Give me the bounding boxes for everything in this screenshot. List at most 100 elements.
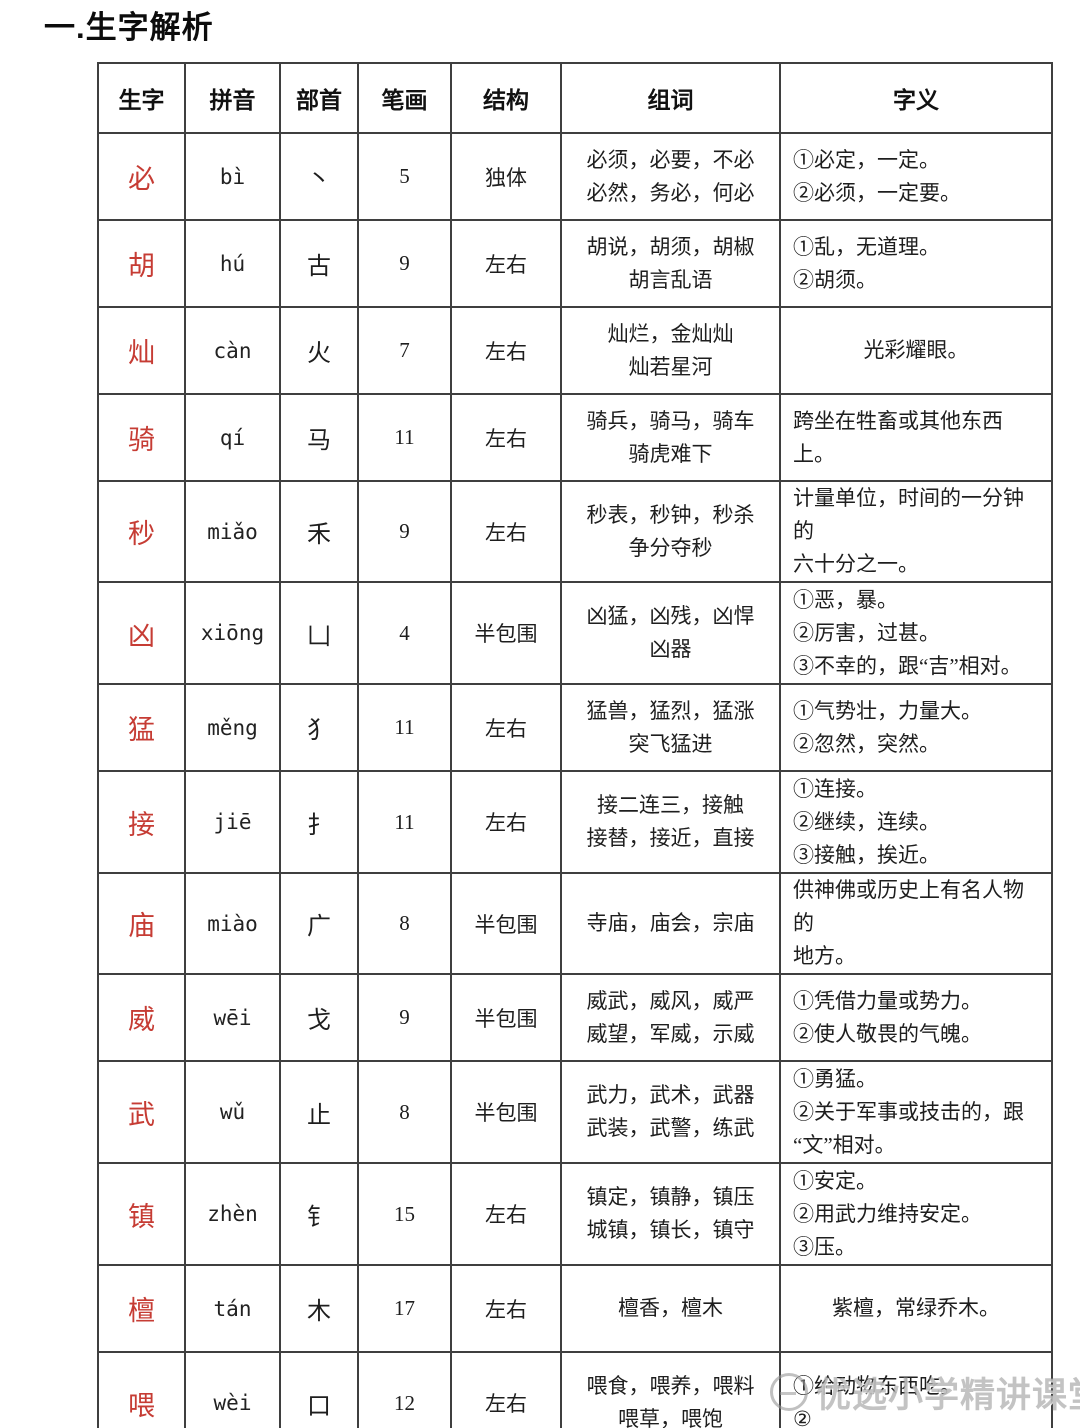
header-row: 生字 拼音 部首 笔画 结构 组词 字义 — [97, 62, 1053, 134]
cell-char: 檀 — [97, 1264, 186, 1353]
cell-radical: 凵 — [279, 581, 359, 685]
cell-words: 胡说，胡须，胡椒 胡言乱语 — [560, 219, 781, 308]
table-row: 庙 miào 广 8 半包围 寺庙，庙会，宗庙 供神佛或历史上有名人物的 地方。 — [97, 872, 1053, 975]
cell-char: 猛 — [97, 683, 186, 772]
cell-radical: 广 — [279, 872, 359, 975]
cell-radical: 止 — [279, 1060, 359, 1164]
cell-structure: 半包围 — [450, 872, 562, 975]
cell-pinyin: jiē — [184, 770, 281, 874]
cell-structure: 左右 — [450, 683, 562, 772]
cell-words: 镇定，镇静，镇压 城镇，镇长，镇守 — [560, 1162, 781, 1266]
cell-char: 必 — [97, 132, 186, 221]
cell-pinyin: wèi — [184, 1351, 281, 1428]
cell-structure: 半包围 — [450, 1060, 562, 1164]
cell-char: 骑 — [97, 393, 186, 482]
cell-char: 武 — [97, 1060, 186, 1164]
cell-pinyin: miào — [184, 872, 281, 975]
cell-char: 镇 — [97, 1162, 186, 1266]
column-header-radical: 部首 — [279, 62, 359, 134]
cell-radical: 犭 — [279, 683, 359, 772]
cell-meaning: ①连接。 ②继续，连续。 ③接触，挨近。 — [779, 770, 1053, 874]
column-header-meaning: 字义 — [779, 62, 1053, 134]
cell-strokes: 9 — [357, 219, 452, 308]
cell-structure: 左右 — [450, 219, 562, 308]
cell-meaning: ①必定，一定。 ②必须，一定要。 — [779, 132, 1053, 221]
cell-strokes: 11 — [357, 393, 452, 482]
column-header-pinyin: 拼音 — [184, 62, 281, 134]
cell-words: 必须，必要，不必 必然，务必，何必 — [560, 132, 781, 221]
cell-words: 灿烂，金灿灿 灿若星河 — [560, 306, 781, 395]
table-row: 武 wǔ 止 8 半包围 武力，武术，武器 武装，武警，练武 ①勇猛。 ②关于军事或技击的，… — [97, 1060, 1053, 1164]
cell-meaning: ①乱，无道理。 ②胡须。 — [779, 219, 1053, 308]
cell-pinyin: xiōng — [184, 581, 281, 685]
cell-meaning: ①恶，暴。 ②厉害，过甚。 ③不幸的，跟“吉”相对。 — [779, 581, 1053, 685]
cell-radical: 丶 — [279, 132, 359, 221]
cell-pinyin: zhèn — [184, 1162, 281, 1266]
cell-words: 威武，威风，威严 威望，军威，示威 — [560, 973, 781, 1062]
cell-structure: 左右 — [450, 393, 562, 482]
cell-char: 喂 — [97, 1351, 186, 1428]
cell-radical: 火 — [279, 306, 359, 395]
cell-pinyin: hú — [184, 219, 281, 308]
cell-radical: 马 — [279, 393, 359, 482]
cell-strokes: 12 — [357, 1351, 452, 1428]
cell-structure: 半包围 — [450, 973, 562, 1062]
cell-pinyin: miǎo — [184, 480, 281, 583]
cell-structure: 独体 — [450, 132, 562, 221]
page-title: 一.生字解析 — [44, 10, 214, 45]
cell-structure: 左右 — [450, 480, 562, 583]
cell-pinyin: tán — [184, 1264, 281, 1353]
cell-structure: 左右 — [450, 306, 562, 395]
cell-meaning: 光彩耀眼。 — [779, 306, 1053, 395]
cell-strokes: 17 — [357, 1264, 452, 1353]
cell-meaning: 计量单位，时间的一分钟的 六十分之一。 — [779, 480, 1053, 583]
cell-pinyin: càn — [184, 306, 281, 395]
cell-structure: 左右 — [450, 770, 562, 874]
table-row: 必 bì 丶 5 独体 必须，必要，不必 必然，务必，何必 ①必定，一定。 ②必须，一定要。 — [97, 132, 1053, 221]
cell-pinyin: qí — [184, 393, 281, 482]
cell-radical: 戈 — [279, 973, 359, 1062]
cell-structure: 半包围 — [450, 581, 562, 685]
cell-strokes: 11 — [357, 770, 452, 874]
table-row: 灿 càn 火 7 左右 灿烂，金灿灿 灿若星河 光彩耀眼。 — [97, 306, 1053, 395]
cell-pinyin: wǔ — [184, 1060, 281, 1164]
cell-char: 秒 — [97, 480, 186, 583]
cell-strokes: 15 — [357, 1162, 452, 1266]
cell-structure: 左右 — [450, 1264, 562, 1353]
cell-radical: 木 — [279, 1264, 359, 1353]
cell-structure: 左右 — [450, 1351, 562, 1428]
cell-radical: 扌 — [279, 770, 359, 874]
cell-meaning: ①勇猛。 ②关于军事或技击的，跟 “文”相对。 — [779, 1060, 1053, 1164]
cell-strokes: 9 — [357, 480, 452, 583]
cell-strokes: 8 — [357, 872, 452, 975]
cell-pinyin: wēi — [184, 973, 281, 1062]
character-table: 生字 拼音 部首 笔画 结构 组词 字义 必 bì 丶 5 独体 必须，必要，不必 必然，… — [97, 62, 1053, 1428]
cell-char: 凶 — [97, 581, 186, 685]
cell-words: 喂食，喂养，喂料 喂草，喂饱 — [560, 1351, 781, 1428]
table-row: 凶 xiōng 凵 4 半包围 凶猛，凶残，凶悍 凶器 ①恶，暴。 ②厉害，过甚。 ③不幸的… — [97, 581, 1053, 685]
cell-words: 骑兵，骑马，骑车 骑虎难下 — [560, 393, 781, 482]
cell-radical: 口 — [279, 1351, 359, 1428]
cell-meaning: ①凭借力量或势力。 ②使人敬畏的气魄。 — [779, 973, 1053, 1062]
table-row: 骑 qí 马 11 左右 骑兵，骑马，骑车 骑虎难下 跨坐在牲畜或其他东西上。 — [97, 393, 1053, 482]
cell-strokes: 9 — [357, 973, 452, 1062]
cell-meaning: ①安定。 ②用武力维持安定。 ③压。 — [779, 1162, 1053, 1266]
cell-strokes: 7 — [357, 306, 452, 395]
table-row: 猛 měng 犭 11 左右 猛兽，猛烈，猛涨 突飞猛进 ①气势壮，力量大。 ②忽然，突然。 — [97, 683, 1053, 772]
cell-words: 接二连三，接触 接替，接近，直接 — [560, 770, 781, 874]
cell-words: 秒表，秒钟，秒杀 争分夺秒 — [560, 480, 781, 583]
cell-strokes: 5 — [357, 132, 452, 221]
cell-words: 凶猛，凶残，凶悍 凶器 — [560, 581, 781, 685]
cell-strokes: 11 — [357, 683, 452, 772]
cell-char: 胡 — [97, 219, 186, 308]
cell-words: 武力，武术，武器 武装，武警，练武 — [560, 1060, 781, 1164]
cell-char: 庙 — [97, 872, 186, 975]
column-header-strokes: 笔画 — [357, 62, 452, 134]
cell-strokes: 4 — [357, 581, 452, 685]
cell-radical: 钅 — [279, 1162, 359, 1266]
cell-words: 猛兽，猛烈，猛涨 突飞猛进 — [560, 683, 781, 772]
cell-words: 寺庙，庙会，宗庙 — [560, 872, 781, 975]
cell-char: 接 — [97, 770, 186, 874]
table-row: 威 wēi 戈 9 半包围 威武，威风，威严 威望，军威，示威 ①凭借力量或势力。 ②使人敬… — [97, 973, 1053, 1062]
cell-meaning: 供神佛或历史上有名人物的 地方。 — [779, 872, 1053, 975]
